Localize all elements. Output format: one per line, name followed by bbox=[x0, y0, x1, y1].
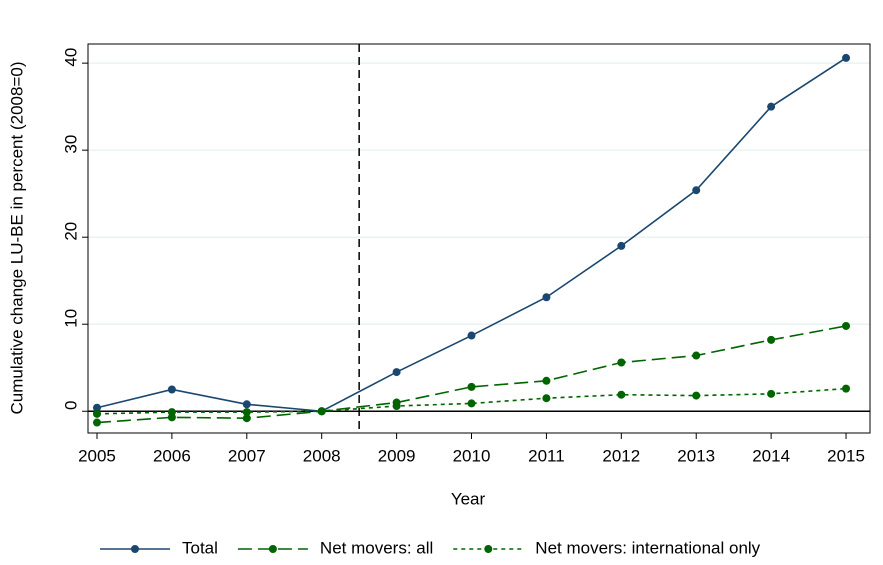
point bbox=[92, 418, 101, 427]
point bbox=[617, 358, 626, 367]
legend-label: Total bbox=[182, 538, 218, 557]
point bbox=[392, 368, 401, 377]
point bbox=[542, 394, 551, 403]
point bbox=[242, 414, 251, 423]
x-tick-label: 2014 bbox=[752, 446, 790, 465]
y-tick-label: 20 bbox=[61, 222, 80, 241]
point bbox=[167, 385, 176, 394]
point bbox=[242, 408, 251, 417]
point bbox=[242, 400, 251, 409]
y-tick-label: 40 bbox=[61, 48, 80, 67]
point bbox=[767, 335, 776, 344]
point bbox=[767, 102, 776, 111]
x-tick-label: 2015 bbox=[827, 446, 865, 465]
point bbox=[392, 402, 401, 411]
point bbox=[692, 186, 701, 195]
series-line bbox=[96, 325, 847, 424]
point bbox=[467, 399, 476, 408]
point bbox=[842, 53, 851, 62]
point bbox=[467, 331, 476, 340]
legend-marker bbox=[268, 545, 277, 553]
plot-frame bbox=[87, 43, 871, 434]
point bbox=[92, 409, 101, 418]
point bbox=[317, 407, 326, 416]
x-tick-label: 2010 bbox=[453, 446, 491, 465]
point bbox=[617, 390, 626, 399]
y-tick-label: 10 bbox=[61, 309, 80, 328]
point bbox=[617, 241, 626, 250]
x-tick-label: 2012 bbox=[602, 446, 640, 465]
y-axis-label: Cumulative change LU-BE in percent (2008… bbox=[7, 62, 26, 415]
x-tick-label: 2007 bbox=[228, 446, 266, 465]
x-tick-label: 2011 bbox=[528, 446, 565, 465]
point bbox=[542, 376, 551, 385]
point bbox=[692, 351, 701, 360]
point bbox=[92, 403, 101, 412]
point bbox=[692, 391, 701, 400]
point bbox=[542, 293, 551, 302]
point bbox=[767, 389, 776, 398]
point bbox=[467, 382, 476, 391]
legend-marker bbox=[484, 545, 493, 553]
series-line bbox=[96, 57, 847, 413]
y-tick-label: 0 bbox=[61, 401, 80, 410]
legend-label: Net movers: all bbox=[320, 538, 433, 557]
x-tick-label: 2013 bbox=[677, 446, 715, 465]
point bbox=[842, 321, 851, 330]
x-axis-label: Year bbox=[451, 489, 486, 508]
legend-marker bbox=[131, 545, 139, 553]
x-tick-label: 2009 bbox=[378, 446, 416, 465]
series-line bbox=[96, 387, 847, 415]
x-tick-label: 2005 bbox=[78, 446, 116, 465]
x-tick-label: 2008 bbox=[303, 446, 341, 465]
point bbox=[167, 408, 176, 417]
x-tick-label: 2006 bbox=[153, 446, 191, 465]
y-tick-label: 30 bbox=[61, 135, 80, 154]
point bbox=[842, 384, 851, 393]
legend-label: Net movers: international only bbox=[535, 538, 760, 557]
